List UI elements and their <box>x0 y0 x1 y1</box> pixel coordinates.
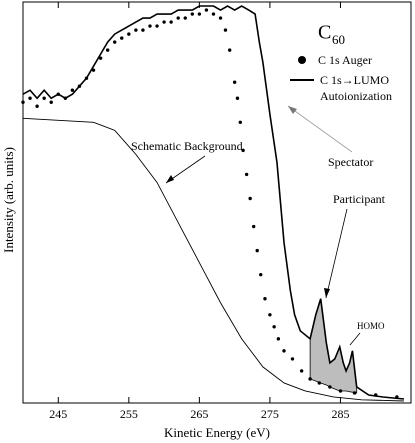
arrow-head <box>288 106 297 114</box>
data-point <box>238 120 242 125</box>
data-line <box>22 5 405 400</box>
data-point <box>248 196 252 201</box>
data-line <box>22 117 404 402</box>
data-point <box>70 88 75 92</box>
data-point <box>268 313 272 317</box>
data-point <box>317 381 321 385</box>
data-point <box>272 325 276 329</box>
data-point <box>176 16 180 20</box>
data-point <box>141 28 145 32</box>
data-point <box>308 377 312 381</box>
data-point <box>204 8 209 12</box>
data-point <box>211 12 216 16</box>
data-point <box>134 28 138 32</box>
legend-label: C 1s Auger <box>318 53 372 67</box>
annotation: Spectator <box>328 155 373 169</box>
data-point <box>218 16 223 20</box>
data-point <box>155 24 159 28</box>
data-point <box>235 96 240 100</box>
data-point <box>127 32 131 36</box>
data-point <box>263 297 267 301</box>
annotation: Schematic Background <box>131 139 243 153</box>
annotation-arrow <box>349 332 361 346</box>
x-tick-label: 265 <box>190 407 208 421</box>
x-tick-label: 285 <box>331 407 349 421</box>
x-tick-label: 245 <box>49 407 67 421</box>
data-point <box>28 96 32 100</box>
data-point <box>113 40 117 44</box>
annotation-arrow <box>287 105 353 153</box>
plot-frame <box>22 1 412 404</box>
x-tick-label: 255 <box>120 407 138 421</box>
data-point <box>162 20 166 24</box>
data-point <box>183 16 187 20</box>
data-point <box>232 80 237 84</box>
legend-label: C 1s→LUMO Autoionization <box>320 73 392 103</box>
x-axis-label: Kinetic Energy (eV) <box>164 425 270 440</box>
data-point <box>197 12 202 16</box>
data-point <box>328 385 332 389</box>
data-point <box>251 224 256 229</box>
data-point <box>276 337 281 341</box>
annotation: Participant <box>333 192 386 206</box>
data-point <box>120 36 124 40</box>
data-point <box>148 24 152 28</box>
x-tick-label: 275 <box>261 407 279 421</box>
data-point <box>227 48 232 52</box>
annotation: HOMO <box>357 321 385 331</box>
data-point <box>282 349 286 353</box>
legend-symbol <box>298 56 306 64</box>
data-point <box>190 12 195 16</box>
data-point <box>21 100 25 104</box>
data-point <box>352 391 357 395</box>
data-point <box>98 56 103 60</box>
annotation-arrow <box>325 208 348 299</box>
data-point <box>290 357 295 361</box>
data-point <box>255 248 259 253</box>
data-point <box>223 28 228 32</box>
data-point <box>299 369 304 373</box>
chart-title-subscript: 60 <box>332 32 345 47</box>
arrow-head <box>166 175 174 183</box>
data-point <box>49 100 53 104</box>
chart-title: C <box>318 22 331 44</box>
data-point <box>169 20 173 24</box>
data-point <box>105 48 110 52</box>
data-point <box>338 389 343 393</box>
y-axis-label: Intensity (arb. units) <box>1 147 16 253</box>
data-point <box>259 272 263 277</box>
arrow-head <box>324 288 330 298</box>
data-point <box>241 148 245 153</box>
data-point <box>42 96 46 100</box>
data-point <box>91 68 96 72</box>
data-point <box>244 172 249 177</box>
data-point <box>35 104 39 108</box>
